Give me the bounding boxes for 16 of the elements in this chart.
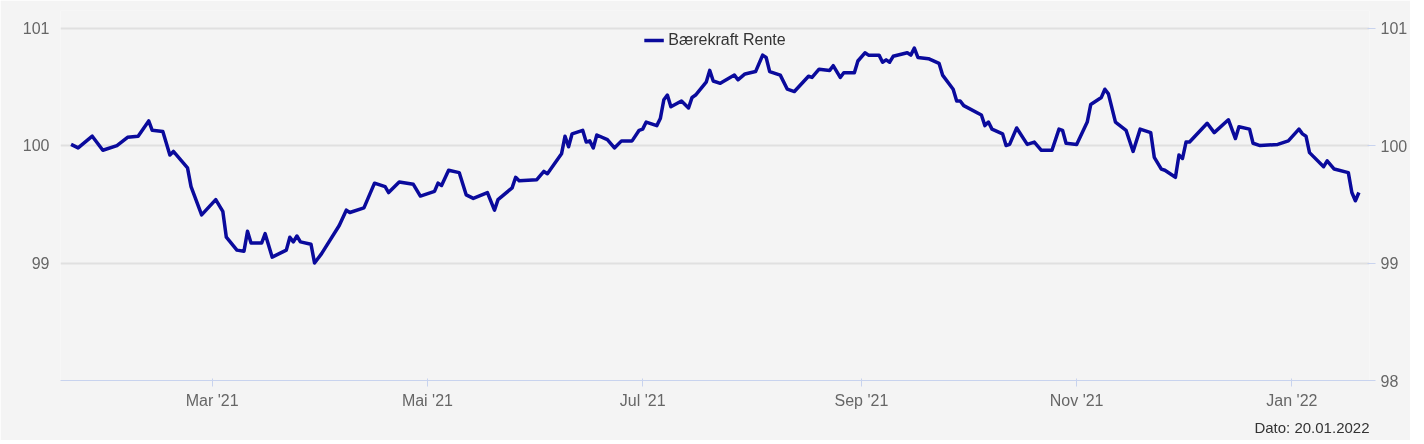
y2-tick-label: 99 xyxy=(1380,255,1399,273)
y2-tick-label: 100 xyxy=(1380,137,1408,155)
y-tick-label: 101 xyxy=(22,19,50,37)
text: Dato: 20.01.2022 xyxy=(1254,418,1370,436)
x-tick-label: Jan '22 xyxy=(1266,391,1318,409)
y-tick-label: 99 xyxy=(31,254,50,272)
legend-label: Bærekraft Rente xyxy=(668,31,786,49)
x-tick-label: Mar '21 xyxy=(185,391,239,409)
y-tick-label: 100 xyxy=(22,137,50,155)
line-series xyxy=(69,46,1361,265)
y2-tick-label: 101 xyxy=(1380,20,1408,38)
x-tick-label: Jul '21 xyxy=(619,391,666,409)
x-tick-label: Nov '21 xyxy=(1049,391,1104,409)
x-tick-label: Sep '21 xyxy=(834,391,889,409)
x-tick-label: Mai '21 xyxy=(401,391,454,409)
y2-tick-label: 98 xyxy=(1380,372,1399,390)
